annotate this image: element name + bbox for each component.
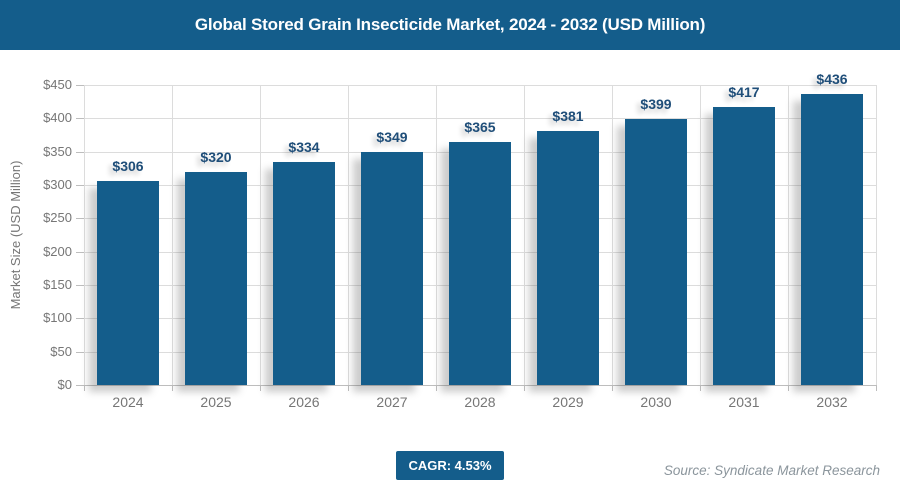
y-tick-mark <box>76 118 84 119</box>
x-tick-mark <box>172 385 173 391</box>
x-tick-mark <box>612 385 613 391</box>
bar-value-label: $365 <box>464 119 496 135</box>
y-tick-mark <box>76 385 84 386</box>
y-tick-label: $350 <box>43 144 72 159</box>
y-tick-label: $300 <box>43 177 72 192</box>
x-tick-mark <box>788 385 789 391</box>
bar-value-label: $436 <box>816 71 848 87</box>
x-tick-mark <box>84 385 85 391</box>
bar-value-label: $417 <box>728 84 760 100</box>
y-tick-mark <box>76 85 84 86</box>
bar-2031 <box>713 107 775 385</box>
x-tick-label: 2030 <box>640 394 672 410</box>
x-tick-label: 2027 <box>376 394 408 410</box>
bar-2024 <box>97 181 159 385</box>
y-tick-label: $450 <box>43 77 72 92</box>
y-tick-label: $0 <box>57 377 72 392</box>
gridline-v <box>348 85 349 385</box>
x-tick-mark <box>524 385 525 391</box>
x-tick-label: 2026 <box>288 394 320 410</box>
bar-value-label: $399 <box>640 96 672 112</box>
y-tick-label: $150 <box>43 277 72 292</box>
bar-value-label: $381 <box>552 108 584 124</box>
x-tick-mark <box>700 385 701 391</box>
x-axis-line <box>84 385 876 386</box>
bar-value-label: $320 <box>200 149 232 165</box>
y-tick-mark <box>76 252 84 253</box>
gridline-v <box>260 85 261 385</box>
x-tick-mark <box>348 385 349 391</box>
y-tick-mark <box>76 318 84 319</box>
x-tick-label: 2028 <box>464 394 496 410</box>
plot-area: $450 $400 $350 $300 $250 $200 $150 $100 $50 $0 $30… <box>43 71 877 410</box>
x-tick-label: 2029 <box>552 394 584 410</box>
gridline-h <box>84 118 876 119</box>
gridline-v <box>612 85 613 385</box>
bar-2032 <box>801 94 863 385</box>
bar-value-label: $306 <box>112 158 144 174</box>
bar-value-label: $349 <box>376 129 408 145</box>
bar-2026 <box>273 162 335 385</box>
x-tick-mark <box>436 385 437 391</box>
y-tick-mark <box>76 218 84 219</box>
y-tick-label: $400 <box>43 110 72 125</box>
x-tick-label: 2031 <box>728 394 760 410</box>
x-tick-mark <box>260 385 261 391</box>
gridline-v <box>700 85 701 385</box>
bar-2029 <box>537 131 599 385</box>
y-tick-label: $250 <box>43 210 72 225</box>
gridline-v <box>876 85 877 385</box>
bar-value-label: $334 <box>288 139 320 155</box>
y-tick-mark <box>76 352 84 353</box>
gridline-v <box>172 85 173 385</box>
gridline-v <box>788 85 789 385</box>
bar-2030 <box>625 119 687 385</box>
bar-2027 <box>361 152 423 385</box>
bar-2028 <box>449 142 511 385</box>
x-tick-mark <box>876 385 877 391</box>
source-note: Source: Syndicate Market Research <box>663 463 880 478</box>
gridline-v <box>84 85 85 385</box>
chart-title-bar: Global Stored Grain Insecticide Market, … <box>0 0 900 50</box>
y-tick-label: $200 <box>43 244 72 259</box>
y-tick-label: $100 <box>43 310 72 325</box>
gridline-h <box>84 85 876 86</box>
x-tick-label: 2024 <box>112 394 144 410</box>
gridline-v <box>436 85 437 385</box>
gridline-v <box>524 85 525 385</box>
y-tick-label: $50 <box>50 344 72 359</box>
x-tick-label: 2025 <box>200 394 232 410</box>
y-tick-mark <box>76 152 84 153</box>
cagr-badge: CAGR: 4.53% <box>396 451 504 480</box>
chart-title: Global Stored Grain Insecticide Market, … <box>194 15 706 34</box>
y-tick-mark <box>76 285 84 286</box>
bar-2025 <box>185 172 247 385</box>
y-tick-mark <box>76 185 84 186</box>
x-tick-label: 2032 <box>816 394 848 410</box>
